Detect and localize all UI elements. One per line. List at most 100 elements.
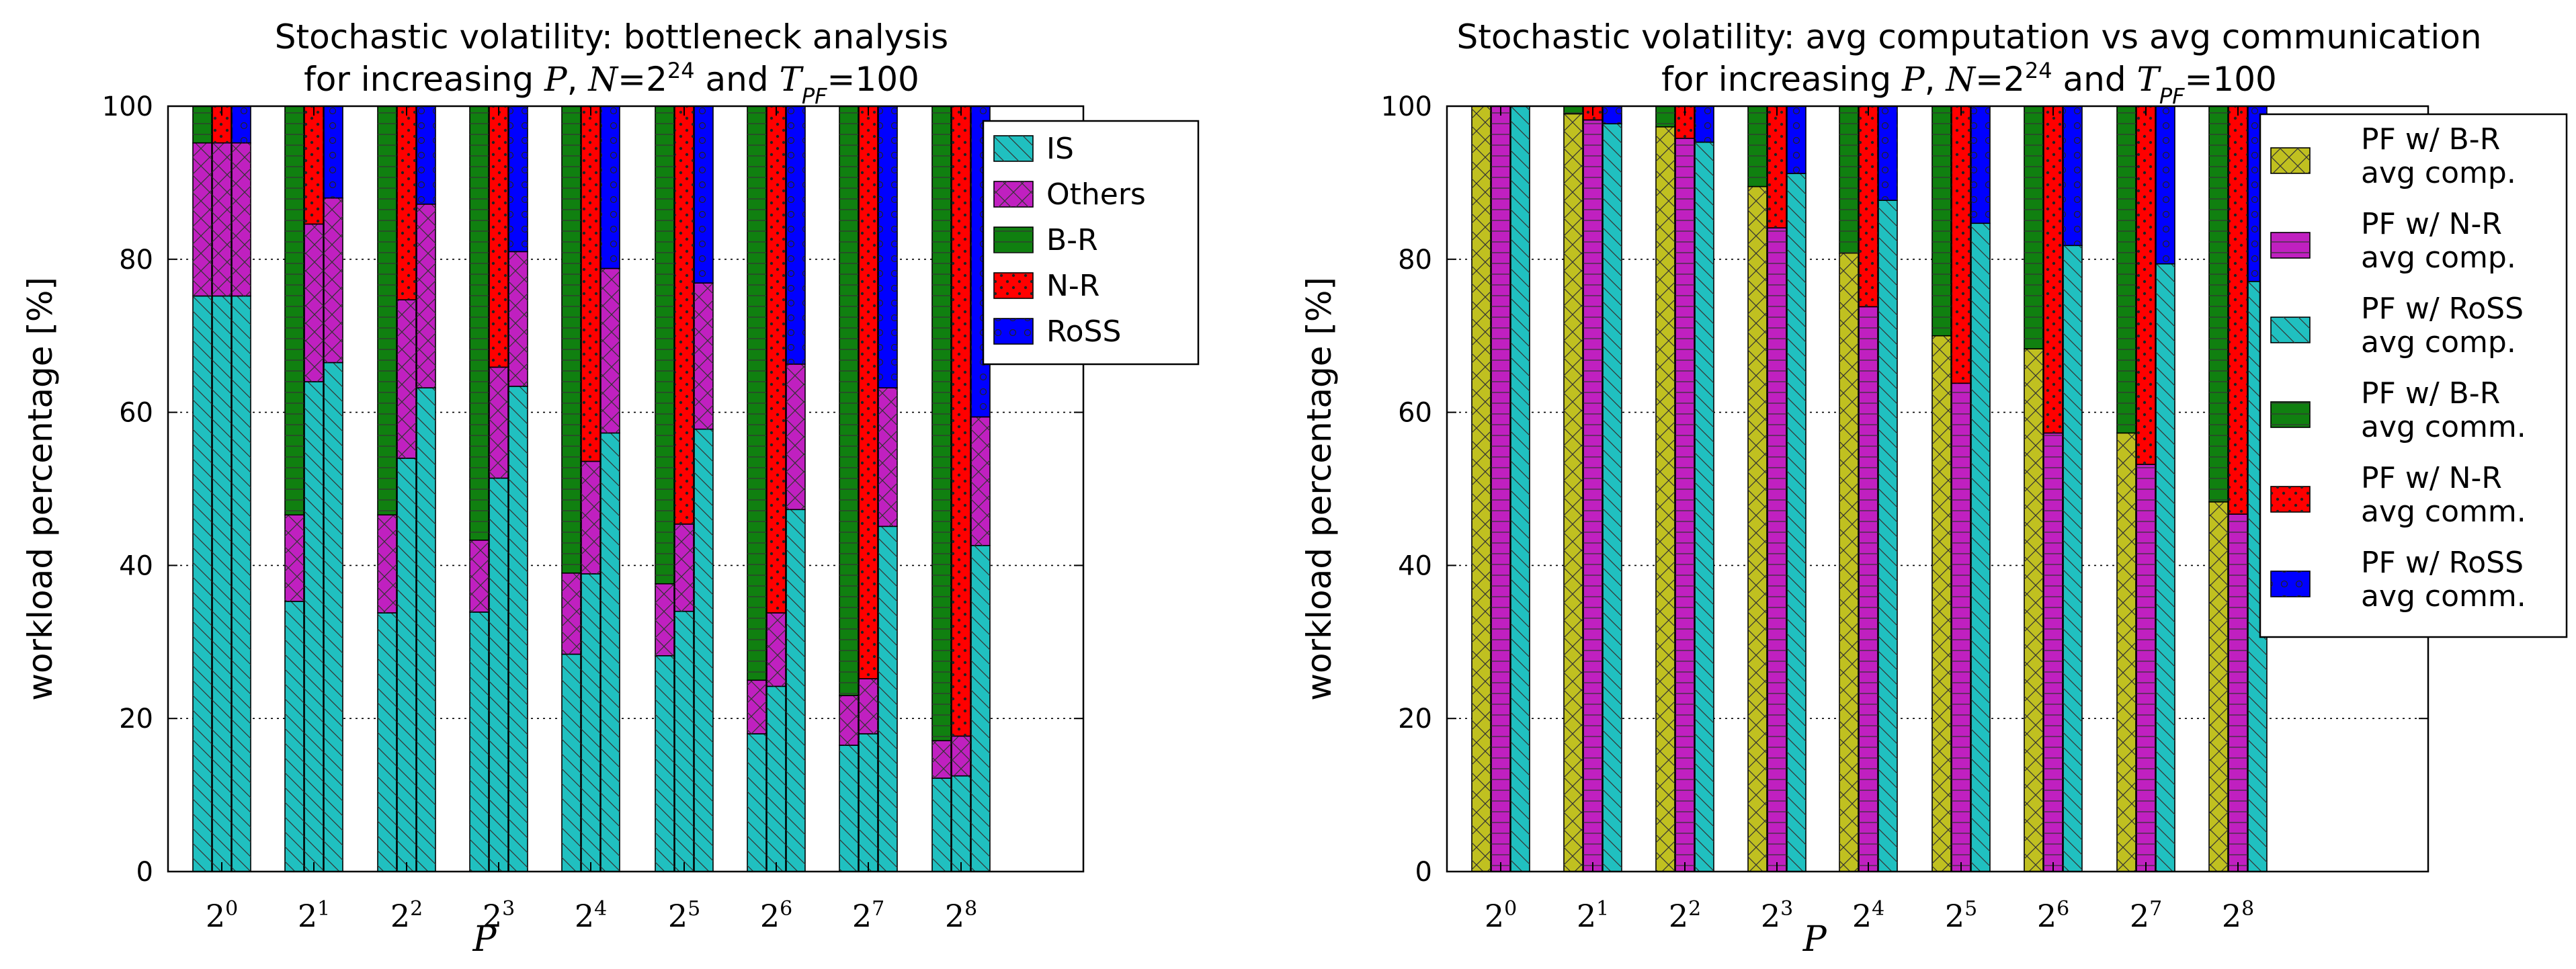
x-tick-label: 27 bbox=[852, 897, 884, 935]
x-tick-label: 26 bbox=[760, 897, 792, 935]
bar-hatch bbox=[378, 613, 397, 872]
bar-hatch bbox=[786, 106, 805, 364]
bar-hatch bbox=[2063, 245, 2082, 872]
bar-hatch bbox=[694, 429, 713, 872]
bar-hatch bbox=[601, 433, 620, 872]
x-tick-label: 23 bbox=[1761, 897, 1793, 935]
y-tick-label: 60 bbox=[119, 398, 153, 429]
legend: IS Others B-R N-R RoSS bbox=[982, 120, 1200, 366]
bar-hatch bbox=[1859, 106, 1878, 307]
bar-hatch bbox=[193, 142, 212, 296]
bar-hatch bbox=[2063, 106, 2082, 246]
y-tick-label: 0 bbox=[1415, 857, 1432, 888]
bar-hatch bbox=[2024, 106, 2043, 349]
bar-hatch bbox=[878, 526, 897, 872]
bar-hatch bbox=[1472, 106, 1491, 872]
bar-hatch bbox=[397, 300, 416, 458]
plot-frame bbox=[167, 105, 1085, 873]
legend-label-n-r: N-R bbox=[1046, 269, 1099, 303]
bar-hatch bbox=[1971, 223, 1990, 872]
bar-hatch bbox=[1656, 126, 1675, 872]
bar-hatch bbox=[1564, 106, 1583, 114]
bar-hatch bbox=[1878, 200, 1897, 872]
x-tick-label: 28 bbox=[2222, 897, 2254, 935]
bar-hatch bbox=[232, 142, 251, 296]
chart-title: Stochastic volatility: avg computation v… bbox=[1456, 17, 2481, 56]
bar-hatch bbox=[1695, 142, 1714, 872]
bar-hatch bbox=[655, 106, 674, 584]
bar-hatch bbox=[1768, 228, 1786, 872]
x-tick-label: 20 bbox=[1485, 897, 1517, 935]
y-tick-label: 80 bbox=[119, 245, 153, 276]
bar-hatch bbox=[397, 106, 416, 300]
bar-hatch bbox=[324, 106, 343, 198]
y-tick-label: 100 bbox=[102, 91, 153, 122]
x-tick-label: 28 bbox=[945, 897, 977, 935]
legend-frame bbox=[2259, 113, 2568, 638]
x-tick-label: 24 bbox=[1852, 897, 1884, 935]
bar-hatch bbox=[601, 268, 620, 433]
bar-hatch bbox=[470, 540, 489, 612]
bar-hatch bbox=[489, 106, 508, 368]
bar-hatch bbox=[509, 106, 528, 252]
bar-hatch bbox=[971, 417, 990, 546]
y-tick-label: 100 bbox=[1381, 91, 1432, 122]
legend-swatch-hatch bbox=[2271, 317, 2310, 343]
bar-hatch bbox=[601, 106, 620, 269]
bar-hatch bbox=[878, 388, 897, 527]
bar-hatch bbox=[767, 686, 786, 872]
y-tick-label: 80 bbox=[1398, 245, 1432, 276]
bar-hatch bbox=[489, 367, 508, 478]
bar-hatch bbox=[932, 106, 951, 741]
chart-1: Stochastic volatility: bottleneck analys… bbox=[21, 17, 1200, 960]
y-tick-label: 0 bbox=[136, 857, 153, 888]
legend-label-pf-w-ross-avg-comm: PF w/ RoSS avg comm. bbox=[2361, 546, 2526, 614]
bar-hatch bbox=[562, 573, 581, 655]
bar-hatch bbox=[859, 106, 878, 679]
bar-hatch bbox=[304, 224, 323, 382]
bar-hatch bbox=[2136, 464, 2155, 872]
bar-hatch bbox=[932, 741, 951, 779]
bar-hatch bbox=[285, 601, 304, 872]
y-tick-label: 20 bbox=[1398, 704, 1432, 734]
bar-hatch bbox=[675, 523, 694, 612]
bar-hatch bbox=[324, 362, 343, 872]
bar-hatch bbox=[1695, 106, 1714, 142]
legend-swatch-hatch bbox=[2271, 402, 2310, 427]
bar-hatch bbox=[212, 296, 231, 872]
x-tick-label: 23 bbox=[483, 897, 515, 935]
bar-hatch bbox=[1603, 124, 1622, 872]
legend-swatch-hatch bbox=[994, 273, 1033, 298]
x-tick-label: 27 bbox=[2130, 897, 2162, 935]
legend-label-is: IS bbox=[1046, 132, 1074, 166]
bar-hatch bbox=[1491, 106, 1510, 872]
bar-hatch bbox=[2117, 106, 2136, 433]
bar-hatch bbox=[1748, 106, 1767, 187]
x-tick-label: 21 bbox=[298, 897, 330, 935]
bar-hatch bbox=[2229, 106, 2247, 515]
bar-hatch bbox=[212, 142, 231, 296]
bar-hatch bbox=[932, 778, 951, 872]
bar-hatch bbox=[232, 106, 251, 143]
bar-hatch bbox=[1656, 106, 1675, 127]
bar-hatch bbox=[694, 106, 713, 284]
bar-hatch bbox=[1932, 106, 1951, 336]
bar-hatch bbox=[1878, 106, 1897, 201]
x-tick-label: 25 bbox=[1945, 897, 1977, 935]
x-tick-label: 22 bbox=[1669, 897, 1701, 935]
y-tick-label: 40 bbox=[119, 550, 153, 581]
legend-label-pf-w-n-r-avg-comp: PF w/ N-R avg comp. bbox=[2361, 207, 2516, 275]
bar-hatch bbox=[767, 613, 786, 687]
legend-swatch-hatch bbox=[994, 227, 1033, 253]
x-tick-label: 20 bbox=[206, 897, 238, 935]
bar-hatch bbox=[747, 733, 766, 872]
legend-swatch-hatch bbox=[2271, 571, 2310, 597]
bar-hatch bbox=[839, 745, 858, 872]
legend-swatch-hatch bbox=[994, 319, 1033, 344]
bar-hatch bbox=[1787, 106, 1806, 174]
bar-hatch bbox=[2136, 106, 2155, 465]
bar-hatch bbox=[1564, 114, 1583, 872]
bar-hatch bbox=[859, 678, 878, 734]
